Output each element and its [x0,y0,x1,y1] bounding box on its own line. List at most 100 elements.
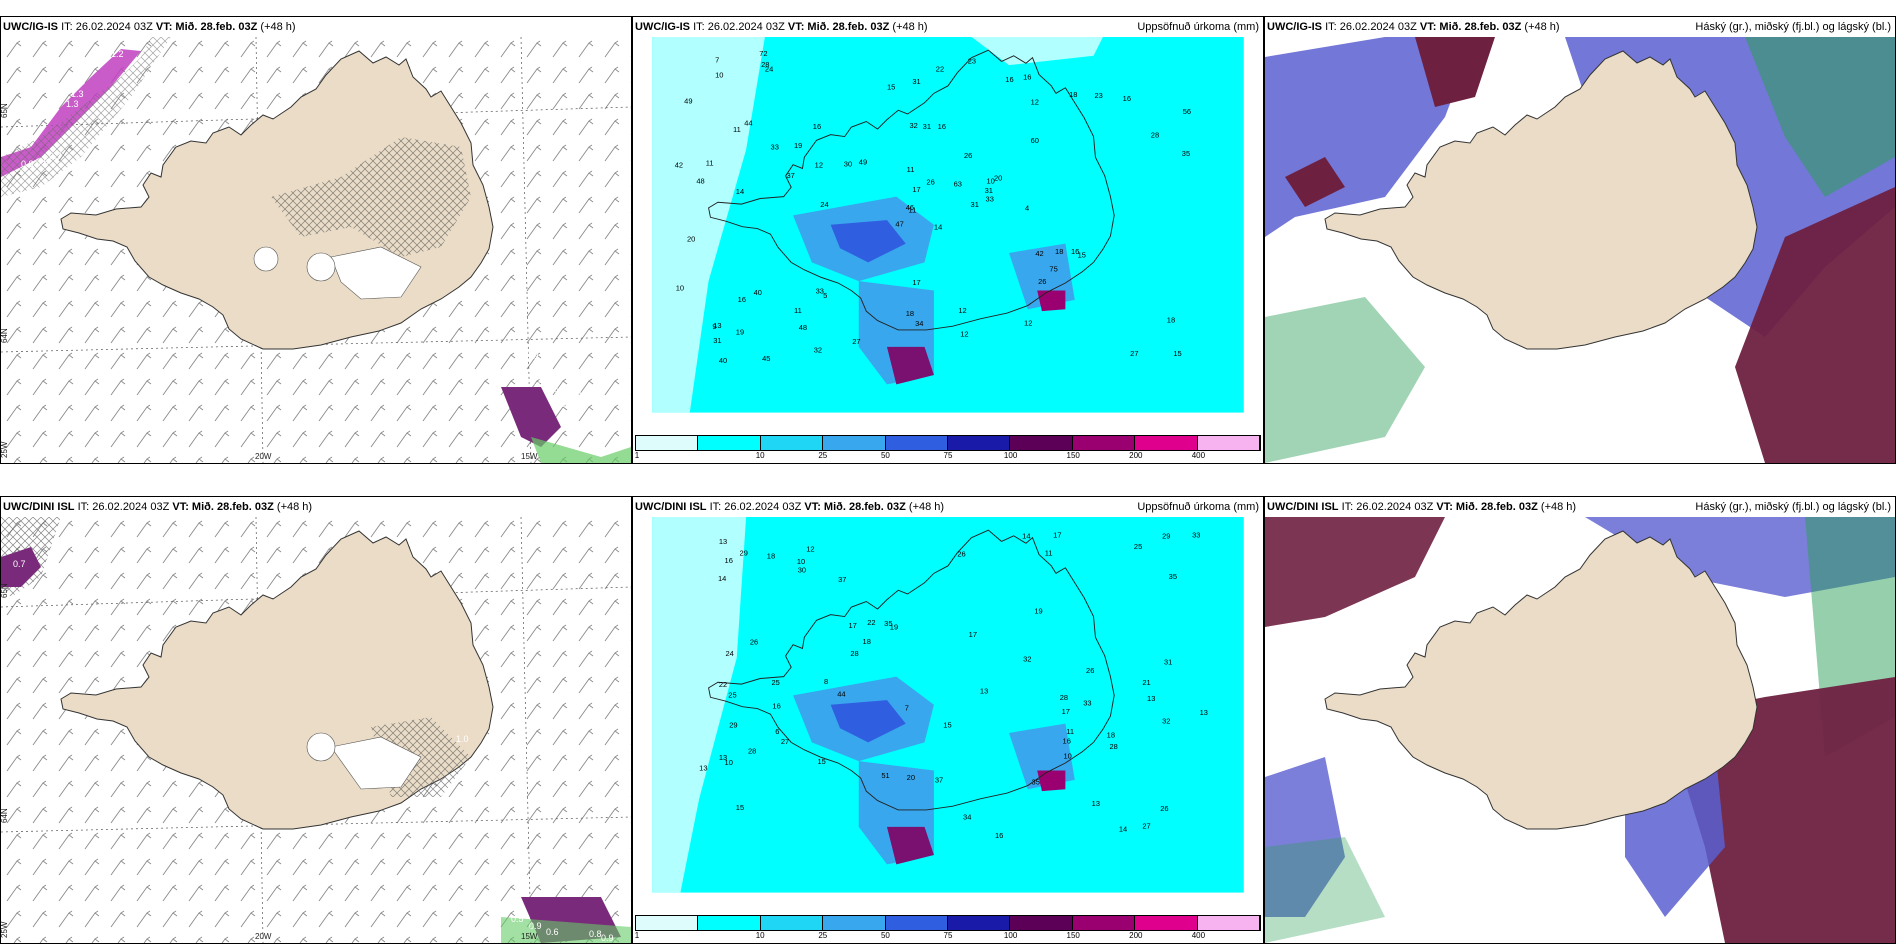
legend-tick: 150 [1066,451,1080,460]
lon-label: 20W [255,452,272,461]
panel-subtitle: Háský (gr.), miðský (fj.bl.) og lágský (… [1695,21,1891,33]
precip-value: 29 [729,720,737,729]
legend-tick: 10 [755,451,765,460]
legend-swatch [1072,436,1136,450]
precip-value: 13 [719,753,727,762]
cloud-map [1265,517,1895,943]
wind-value: 1.3 [66,99,79,109]
legend-swatch [1135,436,1198,450]
precip-value: 26 [964,151,972,160]
precip-value: 27 [1142,822,1150,831]
precip-value: 33 [986,194,994,203]
legend-swatch [1072,916,1136,930]
precip-value: 19 [1034,607,1042,616]
precip-value: 28 [850,649,858,658]
precip-value: 10 [986,176,994,185]
precip-value: 33 [1192,531,1200,540]
precip-value: 7 [905,703,909,712]
precip-value: 32 [814,345,822,354]
wind-value: 0.5 [541,364,554,374]
wind-value: 1.2 [111,49,124,59]
legend-swatch [760,916,824,930]
precip-value: 28 [1151,130,1159,139]
precip-value: 37 [838,575,846,584]
legend-swatch [948,916,1011,930]
wind-value: 0.7 [569,391,582,401]
precip-value: 22 [867,618,875,627]
lon-label: 15W [521,932,538,941]
legend-tick: 50 [880,931,890,940]
precip-value: 24 [820,200,828,209]
lat-label: 65N [1,103,9,118]
precip-value: 29 [740,548,748,557]
precip-value: 13 [1147,694,1155,703]
panel-title: UWC/DINI ISL IT: 26.02.2024 03Z VT: Mið.… [635,501,945,513]
precip-value: 15 [736,803,744,812]
panel-subtitle: Háský (gr.), miðský (fj.bl.) og lágský (… [1695,501,1891,513]
precip-value: 19 [890,623,898,632]
precip-value: 26 [957,549,965,558]
precip-value: 31 [971,200,979,209]
panel-wind-row1: UWC/IG-IS IT: 26.02.2024 03Z VT: Mið. 28… [0,16,632,464]
precip-map: 1411111310516161231241514564760453226404… [652,37,1244,413]
precip-value: 30 [798,565,806,574]
precip-value: 16 [1023,72,1031,81]
precip-value: 16 [1123,94,1131,103]
wind-value: 0.8 [521,341,534,351]
precip-value: 33 [771,143,779,152]
precip-value: 5 [823,291,827,300]
legend-swatch [1135,916,1198,930]
wind-value: 0.6 [36,157,49,167]
legend-tick: 10 [755,931,765,940]
precip-value: 22 [719,680,727,689]
legend-swatch [885,436,949,450]
precip-value: 25 [728,690,736,699]
legend-swatch [698,916,761,930]
legend-swatch [885,916,949,930]
precip-value: 8 [824,677,828,686]
precip-legend: 1 10 25 50 75 100 150 200 400 [633,435,1263,461]
legend-swatch [698,436,761,450]
precip-value: 42 [1035,249,1043,258]
precip-value: 34 [963,812,971,821]
wind-value: 0.6 [561,399,574,409]
precip-value: 51 [881,771,889,780]
precip-value: 49 [684,97,692,106]
precip-value: 29 [1162,532,1170,541]
wind-value: 1.0 [456,734,469,744]
precip-value: 33 [1083,699,1091,708]
wind-value: 0.7 [529,377,542,387]
precip-value: 60 [1031,136,1039,145]
precip-value: 26 [750,638,758,647]
precip-value: 56 [1183,107,1191,116]
precip-value: 11 [794,306,802,315]
precip-value: 17 [912,185,920,194]
precip-value: 13 [980,687,988,696]
precip-value: 40 [719,356,727,365]
lon-label: 15W [521,452,538,461]
wind-value: 0.9 [529,921,542,931]
legend-swatch [636,916,699,930]
precip-legend: 1 10 25 50 75 100 150 200 400 [633,915,1263,941]
precip-value: 26 [1038,277,1046,286]
legend-swatch [823,916,886,930]
legend-swatch [823,436,886,450]
precip-value: 16 [725,556,733,565]
precip-value: 18 [863,637,871,646]
precip-value: 13 [719,537,727,546]
precip-value: 28 [748,747,756,756]
precip-value: 28 [1060,693,1068,702]
precip-value: 48 [696,176,704,185]
lon-label: 20W [255,932,272,941]
precip-value: 17 [969,630,977,639]
panel-precip-row1: UWC/IG-IS IT: 26.02.2024 03Z VT: Mið. 28… [632,16,1264,464]
wind-value: 0.8 [21,159,34,169]
precip-value: 13 [699,764,707,773]
wind-value: 0.9 [601,933,614,943]
precip-value: 15 [1173,349,1181,358]
precip-value: 9 [712,322,716,331]
precip-value: 23 [968,56,976,65]
precip-value: 4 [1025,204,1029,213]
precip-value: 10 [676,284,684,293]
precip-value: 32 [1023,655,1031,664]
